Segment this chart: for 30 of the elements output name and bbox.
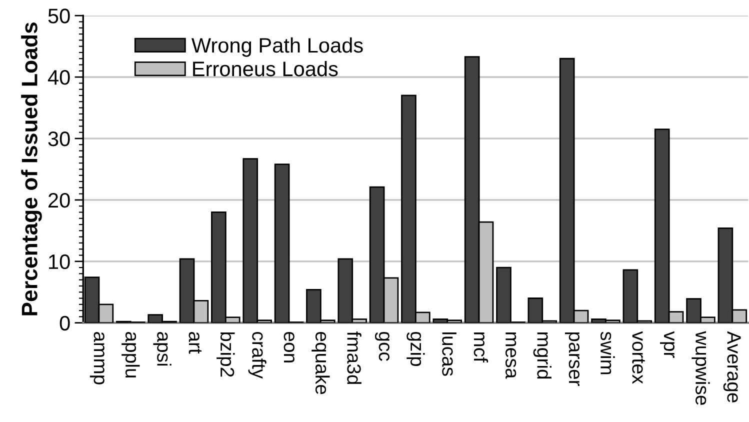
y-tick-label: 40 — [48, 70, 70, 85]
legend-label: Wrong Path Loads — [191, 37, 363, 57]
y-tick-label: 10 — [49, 254, 70, 270]
x-tick-label: bzip2 — [216, 332, 235, 377]
x-tick-label: ammp — [90, 332, 104, 384]
y-tick-label: 30 — [48, 132, 70, 146]
x-tick-label: eon — [284, 332, 294, 362]
x-tick-label: apsi — [153, 332, 172, 366]
x-tick-label: equake — [312, 332, 330, 394]
y-axis-title: Percentage of Issued Loads — [21, 22, 42, 316]
x-tick-label: gzip — [406, 332, 425, 366]
x-tick-label: Average — [723, 331, 741, 402]
y-tick-label: 0 — [60, 316, 70, 331]
x-tick-label: gcc — [374, 332, 390, 361]
x-tick-label: mcf — [474, 332, 488, 363]
y-tick-label: 20 — [48, 192, 70, 208]
x-tick-label: crafty — [248, 332, 266, 379]
x-tick-label: wupwise — [692, 331, 710, 405]
x-tick-label: vpr — [660, 331, 675, 358]
legend-label: Erroneus Loads — [193, 61, 338, 76]
x-tick-label: swim — [600, 332, 615, 374]
y-tick-label: 50 — [48, 8, 70, 24]
x-tick-label: mesa — [505, 332, 516, 379]
x-tick-label: mgrid — [533, 332, 552, 379]
x-tick-label: applu — [122, 332, 140, 378]
x-tick-label: lucas — [442, 332, 456, 376]
x-tick-label: fma3d — [347, 331, 362, 384]
x-tick-label: vortex — [632, 331, 645, 384]
x-tick-label: parser — [564, 332, 580, 386]
x-tick-label: art — [188, 332, 202, 354]
